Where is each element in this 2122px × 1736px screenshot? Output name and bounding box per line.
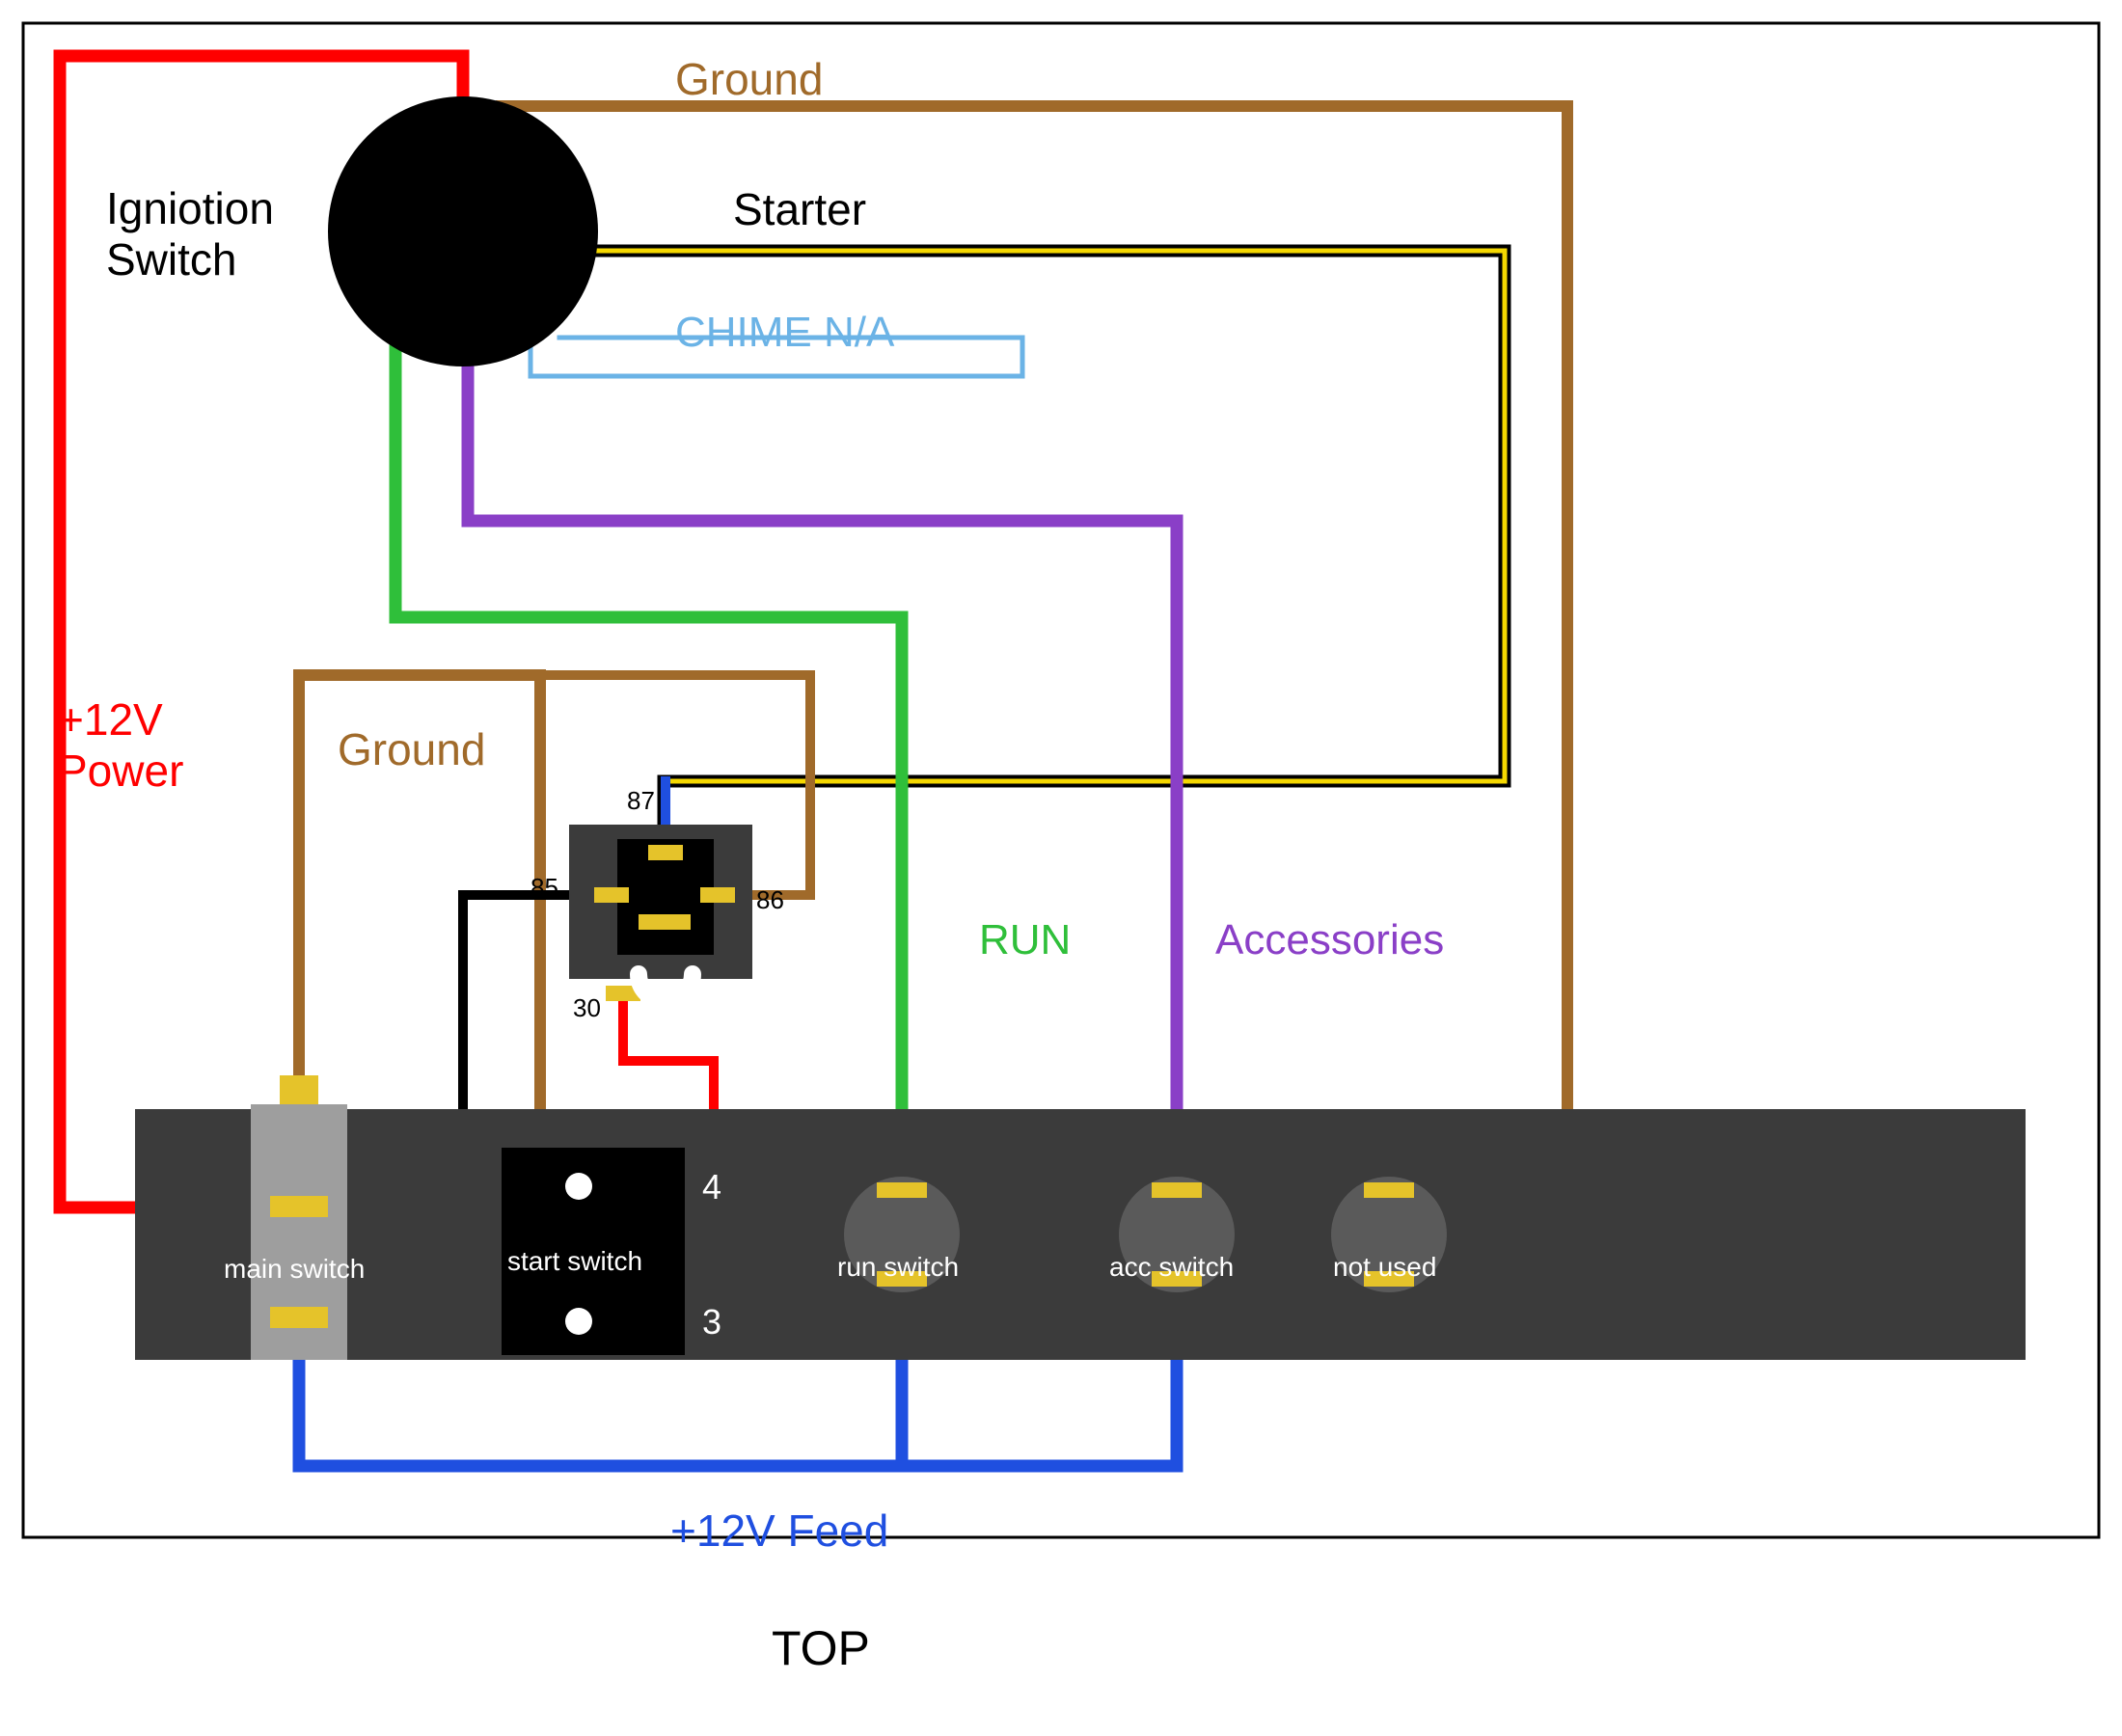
main-switch-label: main switch (224, 1254, 365, 1285)
start-switch-label: start switch (507, 1246, 642, 1277)
ignition-switch-label: Igniotion Switch (106, 183, 274, 285)
wiring-diagram (0, 0, 2122, 1736)
acc-switch-label: acc switch (1109, 1252, 1234, 1283)
relay-pin-30: 30 (573, 993, 601, 1023)
ground-top-label: Ground (675, 53, 823, 105)
top-label: TOP (772, 1620, 870, 1676)
start-switch-pin-3: 3 (702, 1302, 721, 1343)
feed-label: +12V Feed (670, 1505, 888, 1557)
ground-mid-label: Ground (338, 723, 485, 775)
chime-label: CHIME N/A (675, 309, 894, 357)
run-switch-label: run switch (837, 1252, 959, 1283)
run-label: RUN (979, 916, 1071, 964)
relay-pin-86: 86 (756, 885, 784, 915)
relay-pin-87: 87 (627, 786, 655, 816)
power-label: +12V Power (58, 694, 183, 797)
start-switch-pin-4: 4 (702, 1167, 721, 1207)
not-used-label: not used (1333, 1252, 1436, 1283)
relay-pin-85: 85 (530, 873, 558, 903)
accessories-label: Accessories (1215, 916, 1444, 964)
starter-label: Starter (733, 183, 866, 235)
